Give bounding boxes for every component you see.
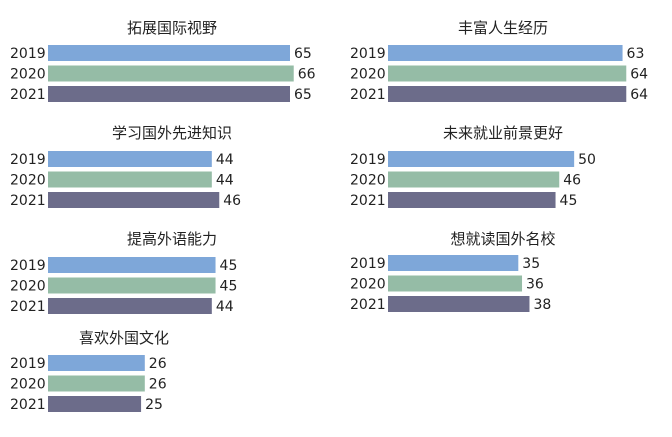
bar-value-label: 44	[216, 299, 234, 315]
bar-2021	[48, 396, 142, 412]
year-tick-label: 2019	[350, 46, 386, 62]
bar-value-label: 50	[578, 152, 596, 168]
chart-title: 丰富人生经历	[458, 19, 548, 37]
bar-2021	[388, 296, 530, 312]
year-tick-label: 2021	[10, 299, 46, 315]
bar-value-label: 26	[149, 377, 167, 393]
bar-value-label: 64	[630, 67, 648, 83]
bar-2019	[48, 257, 216, 273]
bar-2019	[48, 355, 145, 371]
year-tick-label: 2021	[10, 193, 46, 209]
bar-value-label: 38	[533, 297, 551, 313]
year-tick-label: 2021	[350, 87, 386, 103]
chart-title: 拓展国际视野	[127, 19, 217, 37]
bar-2021	[388, 86, 627, 102]
bar-value-label: 45	[560, 193, 578, 209]
bar-value-label: 64	[630, 87, 648, 103]
year-tick-label: 2020	[350, 67, 386, 83]
chart-title: 学习国外先进知识	[112, 124, 232, 142]
chart-title: 想就读国外名校	[450, 230, 555, 248]
bar-2021	[48, 298, 212, 314]
bar-2021	[388, 192, 556, 208]
year-tick-label: 2020	[350, 277, 386, 293]
year-tick-label: 2020	[10, 279, 46, 295]
bar-2019	[48, 45, 290, 61]
bar-2019	[388, 45, 623, 61]
bar-value-label: 46	[223, 193, 241, 209]
bar-value-label: 35	[522, 256, 540, 272]
bar-2020	[388, 171, 560, 188]
bar-2020	[48, 171, 212, 188]
bar-2020	[388, 65, 627, 82]
year-tick-label: 2020	[350, 173, 386, 189]
bar-2020	[388, 275, 523, 292]
chart-title: 提高外语能力	[127, 230, 217, 248]
year-tick-label: 2019	[10, 258, 46, 274]
bar-value-label: 44	[216, 152, 234, 168]
bar-2021	[48, 192, 220, 208]
year-tick-label: 2020	[10, 173, 46, 189]
bar-value-label: 25	[145, 397, 163, 413]
year-tick-label: 2020	[10, 377, 46, 393]
chart-title: 喜欢外国文化	[79, 329, 169, 347]
bar-value-label: 66	[298, 67, 316, 83]
year-tick-label: 2019	[10, 152, 46, 168]
bar-2020	[48, 375, 145, 392]
year-tick-label: 2019	[350, 256, 386, 272]
bar-2019	[388, 255, 519, 271]
year-tick-label: 2021	[350, 297, 386, 313]
bar-value-label: 65	[294, 87, 312, 103]
bar-value-label: 36	[526, 277, 544, 293]
bar-2019	[48, 151, 212, 167]
bar-value-label: 46	[563, 173, 581, 189]
year-tick-label: 2019	[10, 356, 46, 372]
bar-value-label: 65	[294, 46, 312, 62]
bar-2019	[388, 151, 575, 167]
year-tick-label: 2020	[10, 67, 46, 83]
bar-value-label: 26	[149, 356, 167, 372]
bar-2020	[48, 277, 216, 294]
bar-value-label: 45	[220, 258, 238, 274]
year-tick-label: 2021	[10, 87, 46, 103]
chart-title: 未来就业前景更好	[443, 124, 563, 142]
year-tick-label: 2019	[350, 152, 386, 168]
bar-2021	[48, 86, 290, 102]
bar-value-label: 63	[627, 46, 645, 62]
year-tick-label: 2021	[350, 193, 386, 209]
bar-2020	[48, 65, 294, 82]
bar-value-label: 44	[216, 173, 234, 189]
year-tick-label: 2021	[10, 397, 46, 413]
year-tick-label: 2019	[10, 46, 46, 62]
bar-value-label: 45	[220, 279, 238, 295]
